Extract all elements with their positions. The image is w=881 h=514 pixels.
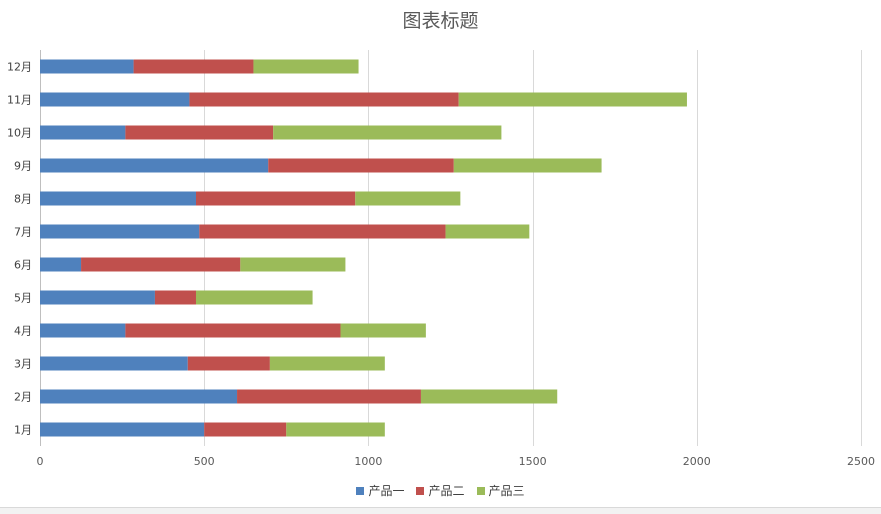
x-tick-label: 1500 [519, 455, 547, 468]
legend-item: 产品三 [476, 482, 525, 499]
y-tick-label: 2月 [14, 391, 32, 404]
legend-label: 产品一 [368, 484, 405, 498]
bar-7月-series-2 [199, 224, 446, 239]
bar-6月-series-1 [40, 257, 82, 272]
legend-swatch [476, 486, 485, 495]
bar-5月-series-1 [40, 290, 155, 305]
bar-12月-series-2 [133, 59, 254, 74]
bar-10月-series-2 [125, 125, 274, 140]
bar-1月-series-2 [204, 422, 287, 437]
bar-3月-series-1 [40, 356, 188, 371]
bar-7月-series-3 [445, 224, 530, 239]
bar-1月-series-1 [40, 422, 205, 437]
y-tick-label: 8月 [14, 193, 32, 206]
bar-8月-series-1 [40, 191, 196, 206]
bar-9月-series-3 [453, 158, 602, 173]
x-tick-label: 0 [37, 455, 44, 468]
legend-item: 产品二 [416, 482, 465, 499]
bar-1月-series-3 [286, 422, 385, 437]
bar-9月-series-2 [268, 158, 454, 173]
x-tick-label: 500 [194, 455, 215, 468]
bar-10月-series-1 [40, 125, 126, 140]
y-tick-label: 9月 [14, 160, 32, 173]
y-tick-label: 5月 [14, 292, 32, 305]
bar-2月-series-3 [420, 389, 558, 404]
y-tick-label: 7月 [14, 226, 32, 239]
bar-5月-series-3 [195, 290, 313, 305]
bar-7月-series-1 [40, 224, 200, 239]
y-tick-label: 10月 [7, 127, 32, 140]
bar-4月-series-3 [340, 323, 426, 338]
bar-2月-series-1 [40, 389, 238, 404]
bar-12月-series-3 [253, 59, 359, 74]
bar-5月-series-2 [154, 290, 196, 305]
legend-swatch [416, 486, 425, 495]
bar-4月-series-2 [125, 323, 341, 338]
legend: 产品一 产品二 产品三 [0, 482, 881, 499]
bar-6月-series-3 [240, 257, 346, 272]
bottom-edge [0, 507, 881, 514]
bar-12月-series-1 [40, 59, 134, 74]
y-tick-label: 12月 [7, 61, 32, 74]
y-tick-label: 6月 [14, 259, 32, 272]
legend-item: 产品一 [356, 482, 404, 499]
bar-3月-series-2 [187, 356, 270, 371]
bar-3月-series-3 [269, 356, 385, 371]
y-tick-label: 4月 [14, 325, 32, 338]
bar-11月-series-1 [40, 92, 190, 107]
bar-4月-series-1 [40, 323, 126, 338]
y-tick-label: 3月 [14, 358, 32, 371]
x-tick-label: 2500 [847, 455, 875, 468]
x-tick-label: 1000 [354, 455, 382, 468]
bar-10月-series-3 [273, 125, 502, 140]
legend-label: 产品二 [428, 484, 465, 498]
bar-8月-series-3 [355, 191, 461, 206]
y-tick-label: 1月 [14, 424, 32, 437]
y-tick-label: 11月 [7, 94, 32, 107]
bar-2月-series-2 [237, 389, 421, 404]
legend-swatch [356, 486, 365, 495]
bar-11月-series-3 [458, 92, 687, 107]
bar-8月-series-2 [195, 191, 356, 206]
bar-6月-series-2 [81, 257, 241, 272]
chart-title: 图表标题 [402, 10, 479, 32]
bar-9月-series-1 [40, 158, 269, 173]
legend-label: 产品三 [488, 484, 525, 498]
x-tick-label: 2000 [683, 455, 711, 468]
bar-11月-series-2 [189, 92, 459, 107]
